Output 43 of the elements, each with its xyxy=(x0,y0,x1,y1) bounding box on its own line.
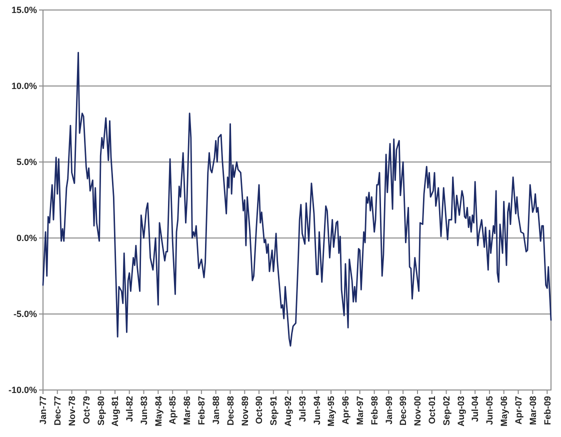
x-tick-label: Oct-79 xyxy=(81,396,92,424)
y-tick-label: -10.0% xyxy=(8,385,37,396)
x-tick-label: May-06 xyxy=(499,396,509,427)
x-tick-label: Dec-99 xyxy=(398,396,408,426)
x-tick-label: Aug-03 xyxy=(456,396,466,427)
y-tick-label: 5.0% xyxy=(16,157,37,168)
x-tick-label: Nov-00 xyxy=(412,396,423,426)
y-tick-label: 10.0% xyxy=(11,81,37,92)
x-tick-label: May-95 xyxy=(326,396,336,427)
x-tick-label: Jun-05 xyxy=(484,396,495,426)
x-tick-label: Jan-88 xyxy=(210,396,221,425)
x-tick-label: Dec-88 xyxy=(225,396,236,426)
y-tick-label: 15.0% xyxy=(11,5,37,16)
x-tick-label: Apr-85 xyxy=(168,396,178,425)
x-tick-label: Mar-08 xyxy=(528,396,538,426)
x-tick-label: Jan-99 xyxy=(384,396,394,425)
x-tick-label: Mar-86 xyxy=(182,396,192,426)
x-tick-label: Mar-97 xyxy=(354,396,365,426)
x-tick-label: Jul-93 xyxy=(297,396,308,422)
y-tick-label: 0.0% xyxy=(16,233,37,244)
x-tick-label: Jun-83 xyxy=(138,396,149,426)
y-tick-label: -5.0% xyxy=(13,309,37,320)
x-tick-label: Dec-77 xyxy=(52,396,63,426)
x-tick-label: Aug-92 xyxy=(282,396,293,427)
line-series xyxy=(42,52,552,347)
x-tick-label: May-84 xyxy=(153,396,164,427)
x-tick-label: Oct-90 xyxy=(254,396,264,424)
x-tick-label: Apr-07 xyxy=(513,396,524,425)
x-tick-label: Aug-81 xyxy=(110,396,120,427)
x-tick-label: Sep-02 xyxy=(441,396,452,426)
x-tick-label: Jul-04 xyxy=(470,396,480,422)
x-tick-label: Oct-01 xyxy=(427,396,438,424)
x-tick-label: Feb-87 xyxy=(196,396,207,426)
x-tick-label: Feb-09 xyxy=(542,396,552,426)
x-tick-label: Nov-89 xyxy=(240,396,250,426)
x-tick-label: Jul-82 xyxy=(124,396,134,422)
x-tick-label: Jun-94 xyxy=(312,396,322,426)
x-tick-label: Nov-78 xyxy=(66,396,77,426)
x-tick-label: Sep-91 xyxy=(268,396,279,426)
x-tick-label: Apr-96 xyxy=(340,396,351,425)
x-tick-label: Jan-77 xyxy=(38,396,48,425)
x-tick-label: Feb-98 xyxy=(369,396,380,426)
x-tick-label: Sep-80 xyxy=(96,396,106,426)
